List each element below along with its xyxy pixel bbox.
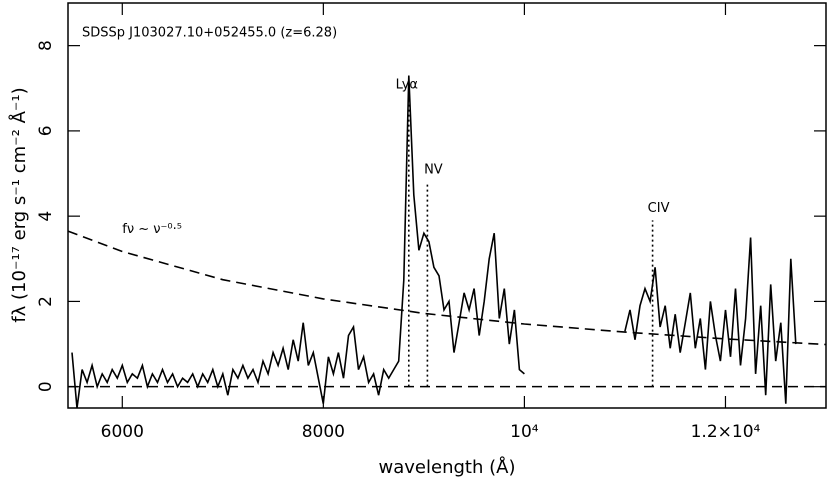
x-tick-label: 6000 [101, 422, 144, 442]
annotation-label: CIV [648, 201, 670, 216]
x-tick-label: 10⁴ [510, 422, 539, 442]
y-tick-label: 8 [36, 40, 56, 51]
x-tick-label: 1.2×10⁴ [691, 422, 761, 442]
chart-title: SDSSp J103027.10+052455.0 (z=6.28) [82, 26, 337, 41]
annotation-label: Lyα [396, 77, 418, 92]
series-label: fν ~ ν⁻⁰·⁵ [122, 222, 182, 237]
y-axis-label: fλ (10⁻¹⁷ erg s⁻¹ cm⁻² Å⁻¹) [8, 87, 30, 322]
x-tick-label: 8000 [302, 422, 345, 442]
y-tick-label: 2 [36, 296, 56, 307]
series-line [71, 75, 797, 409]
y-tick-label: 6 [36, 125, 56, 136]
y-tick-label: 0 [36, 381, 56, 392]
series-line [67, 230, 827, 346]
y-tick-label: 4 [36, 211, 56, 222]
annotation-label: NV [424, 163, 443, 178]
x-axis-label: wavelength (Å) [379, 456, 516, 478]
plot-frame [67, 2, 827, 409]
